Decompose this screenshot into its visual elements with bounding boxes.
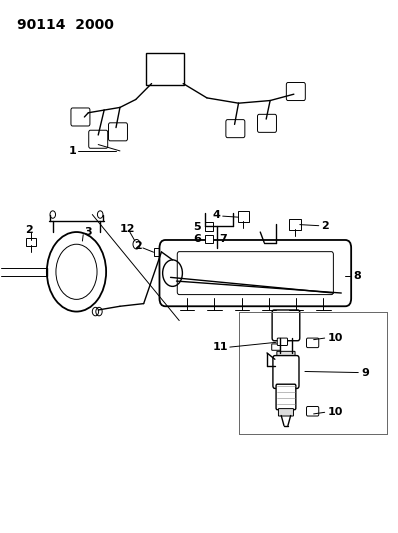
Text: 7: 7 bbox=[219, 234, 226, 244]
FancyBboxPatch shape bbox=[289, 219, 300, 230]
FancyBboxPatch shape bbox=[238, 211, 249, 222]
Text: 4: 4 bbox=[213, 209, 221, 220]
FancyBboxPatch shape bbox=[26, 238, 36, 246]
Text: 10: 10 bbox=[328, 407, 343, 417]
Text: 6: 6 bbox=[193, 234, 201, 244]
FancyBboxPatch shape bbox=[258, 114, 277, 132]
FancyBboxPatch shape bbox=[226, 119, 245, 138]
FancyBboxPatch shape bbox=[306, 407, 319, 416]
Text: 2: 2 bbox=[322, 221, 329, 231]
Text: 2: 2 bbox=[25, 225, 33, 236]
FancyBboxPatch shape bbox=[205, 222, 213, 231]
FancyBboxPatch shape bbox=[273, 356, 299, 389]
FancyBboxPatch shape bbox=[276, 384, 296, 410]
Text: 90114  2000: 90114 2000 bbox=[17, 18, 114, 33]
FancyBboxPatch shape bbox=[205, 235, 213, 243]
FancyBboxPatch shape bbox=[71, 108, 90, 126]
Text: 1: 1 bbox=[68, 146, 76, 156]
Text: 10: 10 bbox=[328, 333, 343, 343]
FancyBboxPatch shape bbox=[286, 83, 305, 101]
FancyBboxPatch shape bbox=[109, 123, 127, 141]
FancyBboxPatch shape bbox=[306, 338, 319, 348]
FancyBboxPatch shape bbox=[279, 409, 293, 416]
FancyBboxPatch shape bbox=[89, 130, 108, 148]
Text: 9: 9 bbox=[361, 368, 369, 377]
Text: 11: 11 bbox=[213, 342, 228, 352]
FancyBboxPatch shape bbox=[272, 344, 281, 350]
FancyBboxPatch shape bbox=[277, 351, 295, 359]
Text: 5: 5 bbox=[193, 222, 201, 232]
FancyBboxPatch shape bbox=[277, 338, 287, 345]
FancyBboxPatch shape bbox=[154, 248, 164, 256]
Text: 2: 2 bbox=[134, 241, 142, 252]
FancyBboxPatch shape bbox=[160, 240, 351, 306]
FancyBboxPatch shape bbox=[272, 310, 300, 341]
FancyBboxPatch shape bbox=[177, 252, 334, 295]
Text: 12: 12 bbox=[120, 224, 135, 235]
Text: 8: 8 bbox=[353, 271, 361, 280]
Text: 3: 3 bbox=[84, 227, 92, 237]
FancyBboxPatch shape bbox=[146, 53, 184, 85]
